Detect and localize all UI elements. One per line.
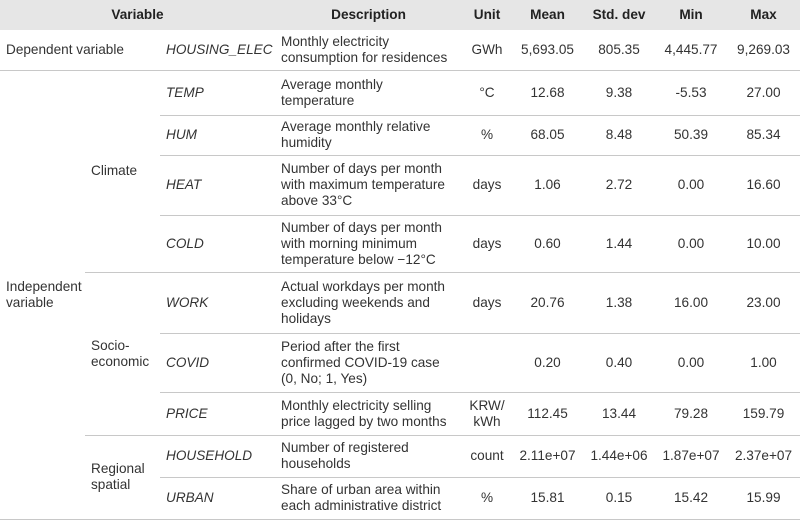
desc-cell: Average monthly temperature [275,70,463,116]
num-cell: 15.99 [727,477,800,520]
num-cell: 0.00 [655,333,728,393]
unit-cell: count [462,435,513,478]
num-cell: 1.38 [583,272,656,334]
num-cell: -5.53 [655,70,728,116]
num-cell: 15.42 [655,477,728,520]
num-cell: 9.38 [583,70,656,116]
header-cell: Std. dev [583,0,656,30]
desc-cell: Actual workdays per month excluding week… [275,272,463,334]
header-cell: Max [727,0,800,30]
name-cell: HOUSEHOLD [160,435,276,478]
name-cell: PRICE [160,392,276,436]
desc-cell: Period after the first confirmed COVID-1… [275,333,463,393]
num-cell: 0.00 [655,215,728,273]
grp-cell: Independent variable [0,70,85,520]
num-cell: 2.37e+07 [727,435,800,478]
num-cell: 112.45 [512,392,584,436]
table-row: URBAN Share of urban area within each adm… [0,477,800,520]
num-cell: 0.15 [583,477,656,520]
num-cell: 2.11e+07 [512,435,584,478]
num-cell: 805.35 [583,30,656,71]
num-cell: 20.76 [512,272,584,334]
desc-cell: Share of urban area within each administ… [275,477,463,520]
unit-cell: % [462,115,513,156]
table-row: COVID Period after the first confirmed CO… [0,333,800,393]
num-cell: 16.60 [727,155,800,216]
grp-cell: Regional spatial [85,435,160,520]
header-cell: Description [275,0,463,30]
num-cell: 79.28 [655,392,728,436]
num-cell: 0.00 [655,155,728,216]
grp-cell: Socio-economic [85,272,160,436]
unit-cell [462,333,513,393]
grp-cell: Dependent variable [0,30,160,71]
unit-cell: °C [462,70,513,116]
desc-cell: Number of days per month with morning mi… [275,215,463,273]
name-cell: HUM [160,115,276,156]
num-cell: 2.72 [583,155,656,216]
num-cell: 0.60 [512,215,584,273]
num-cell: 23.00 [727,272,800,334]
header-cell: Mean [512,0,584,30]
num-cell: 159.79 [727,392,800,436]
table-row: Dependent variable HOUSING_ELEC Monthly el… [0,30,800,71]
num-cell: 10.00 [727,215,800,273]
num-cell: 85.34 [727,115,800,156]
name-cell: HEAT [160,155,276,216]
num-cell: 13.44 [583,392,656,436]
num-cell: 15.81 [512,477,584,520]
num-cell: 1.44 [583,215,656,273]
num-cell: 12.68 [512,70,584,116]
desc-cell: Number of days per month with maximum te… [275,155,463,216]
num-cell: 0.20 [512,333,584,393]
unit-cell: KRW/ kWh [462,392,513,436]
name-cell: TEMP [160,70,276,116]
desc-cell: Average monthly relative humidity [275,115,463,156]
num-cell: 1.06 [512,155,584,216]
desc-cell: Number of registered households [275,435,463,478]
num-cell: 68.05 [512,115,584,156]
unit-cell: days [462,155,513,216]
unit-cell: GWh [462,30,513,71]
num-cell: 0.40 [583,333,656,393]
table-row: Independent variable Climate TEMP Average m… [0,70,800,520]
header-cell: Unit [462,0,513,30]
table-body: Dependent variable HOUSING_ELEC Monthly el… [0,30,800,520]
desc-cell: Monthly electricity consumption for resi… [275,30,463,71]
num-cell: 1.87e+07 [655,435,728,478]
table-row: HUM Average monthly relative humidity% 68.… [0,115,800,156]
header-row: Variable Description Unit Mean Std. dev … [0,0,800,30]
num-cell: 27.00 [727,70,800,116]
name-cell: COVID [160,333,276,393]
num-cell: 50.39 [655,115,728,156]
unit-cell: days [462,272,513,334]
header-cell: Min [655,0,728,30]
unit-cell: % [462,477,513,520]
num-cell: 5,693.05 [512,30,584,71]
name-cell: WORK [160,272,276,334]
table-row: HEAT Number of days per month with maximu… [0,155,800,216]
num-cell: 16.00 [655,272,728,334]
table-row: COLD Number of days per month with mornin… [0,215,800,273]
num-cell: 9,269.03 [727,30,800,71]
table-row: Socio-economic WORK Actual workdays per mo… [0,272,800,436]
num-cell: 1.00 [727,333,800,393]
table-row: Regional spatial HOUSEHOLD Number of regis… [0,435,800,520]
name-cell: URBAN [160,477,276,520]
num-cell: 4,445.77 [655,30,728,71]
unit-cell: days [462,215,513,273]
header-cell: Variable [0,0,276,30]
name-cell: COLD [160,215,276,273]
name-cell: HOUSING_ELEC [160,30,276,71]
grp-cell: Climate [85,70,160,273]
num-cell: 1.44e+06 [583,435,656,478]
table-row: PRICE Monthly electricity selling price l… [0,392,800,436]
num-cell: 8.48 [583,115,656,156]
desc-cell: Monthly electricity selling price lagged… [275,392,463,436]
